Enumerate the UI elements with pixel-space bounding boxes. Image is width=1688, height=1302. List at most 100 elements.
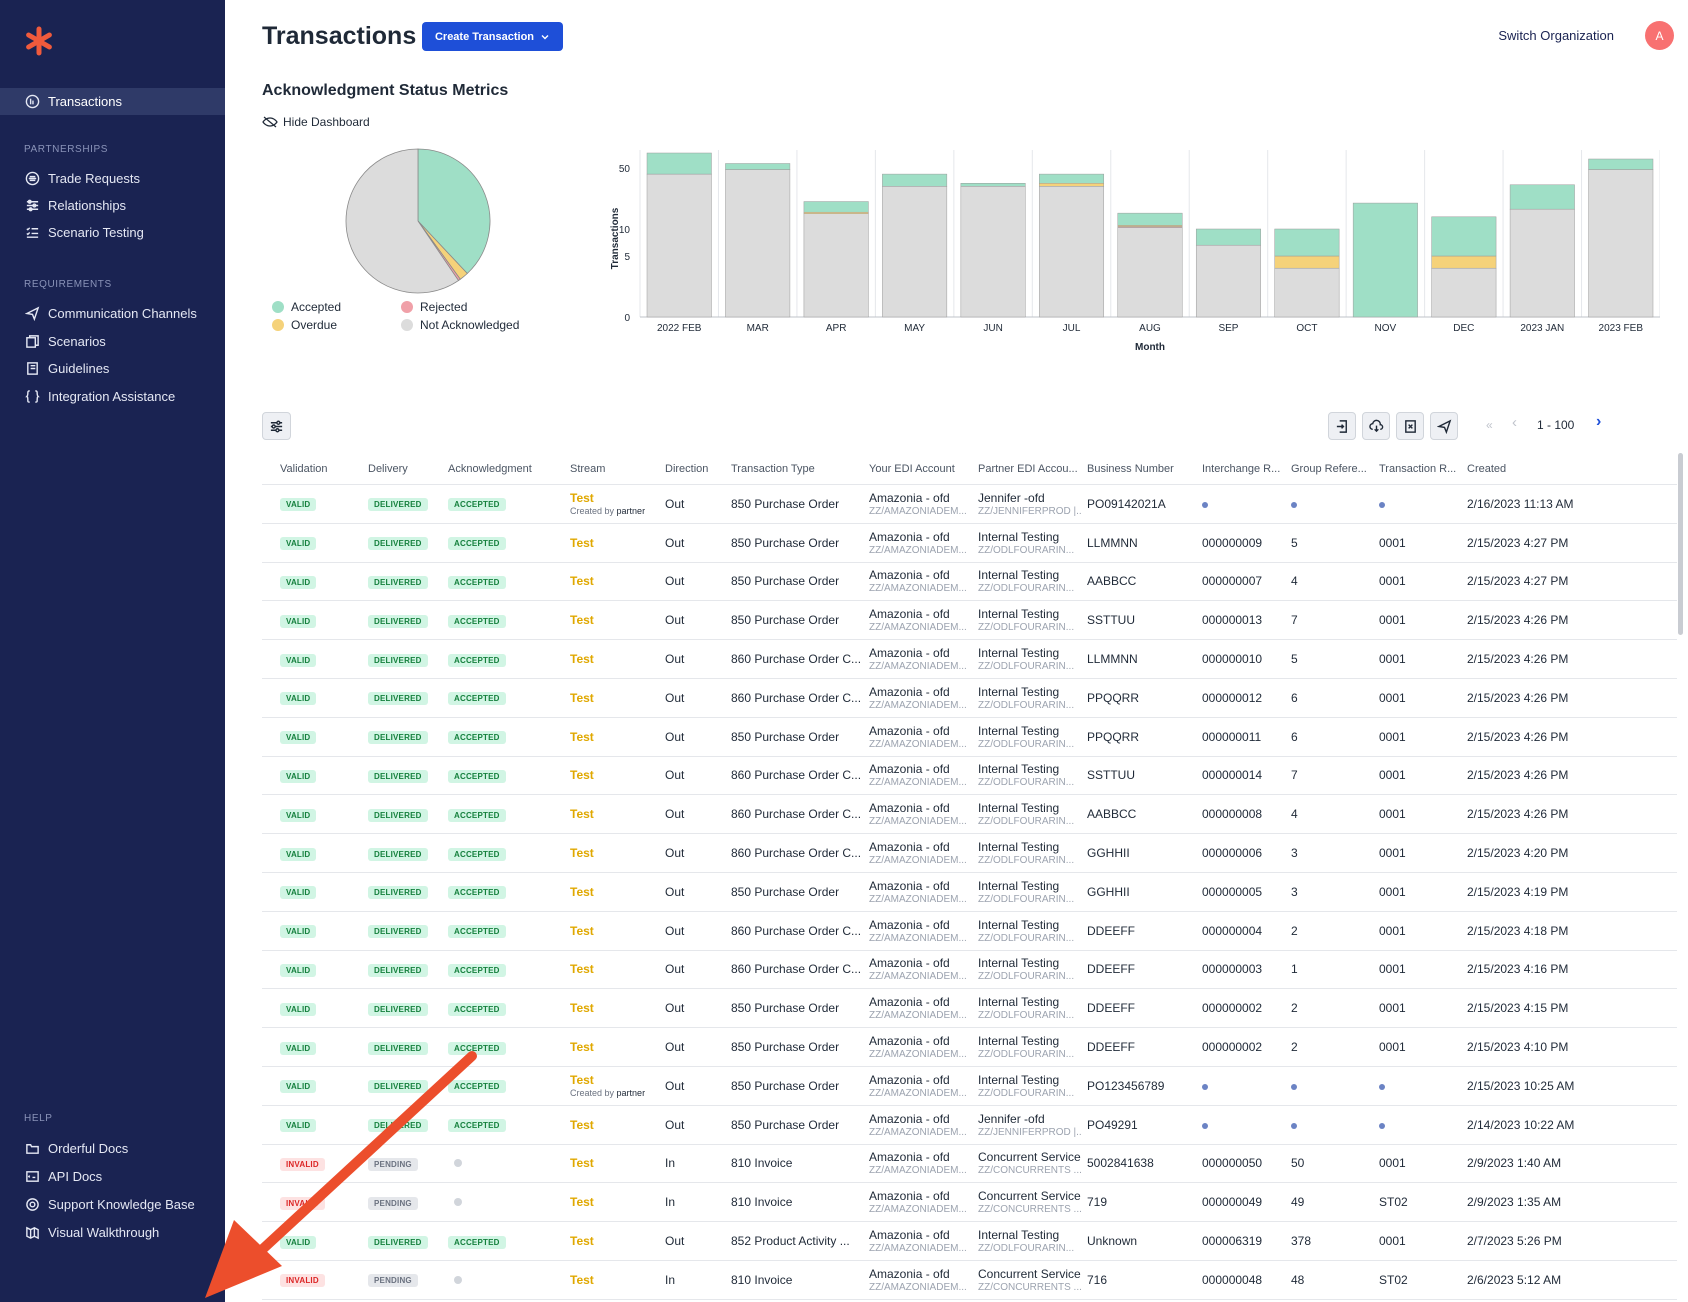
table-row[interactable]: VALID DELIVERED ACCEPTED Test Out 850 Purchas… — [262, 601, 1677, 641]
bar-segment-accepted[interactable] — [646, 152, 712, 175]
column-header[interactable]: Stream — [570, 463, 606, 475]
table-row[interactable]: VALID DELIVERED ACCEPTED Test Out 860 Purchas… — [262, 795, 1677, 835]
stream-label[interactable]: Test — [570, 1156, 594, 1171]
bar-segment-not-acknowledged[interactable] — [1588, 169, 1654, 318]
stream-label[interactable]: Test — [570, 729, 594, 744]
column-header[interactable]: Acknowledgment — [448, 463, 532, 475]
table-row[interactable]: VALID DELIVERED ACCEPTED Test Out 860 Purchas… — [262, 912, 1677, 951]
column-header[interactable]: Transaction Type — [731, 463, 815, 475]
orderful-logo-icon[interactable] — [24, 26, 54, 56]
stream-label[interactable]: Test — [570, 574, 594, 589]
column-header[interactable]: Validation — [280, 463, 328, 475]
table-row[interactable]: VALID DELIVERED ACCEPTED Test Out 860 Purchas… — [262, 640, 1677, 679]
table-row[interactable]: VALID DELIVERED ACCEPTED Test Out 850 Purchas… — [262, 563, 1677, 602]
table-row[interactable]: INVALID PENDING Test In 810 Invoice Amazonia … — [262, 1261, 1677, 1300]
stream-label[interactable]: Test — [570, 807, 594, 822]
bar-segment-overdue[interactable] — [1039, 183, 1105, 187]
table-row[interactable]: VALID DELIVERED ACCEPTED Test Out 860 Purchas… — [262, 679, 1677, 718]
bar-segment-overdue[interactable] — [1274, 255, 1340, 269]
import-button[interactable] — [1328, 412, 1356, 440]
bar-segment-not-acknowledged[interactable] — [1431, 267, 1497, 318]
bar-segment-not-acknowledged[interactable] — [1274, 267, 1340, 318]
stream-label[interactable]: Test — [570, 690, 594, 705]
bar-segment-not-acknowledged[interactable] — [1195, 244, 1261, 318]
bar-segment-accepted[interactable] — [1431, 216, 1497, 257]
bar-segment-not-acknowledged[interactable] — [1117, 227, 1183, 318]
table-row[interactable]: VALID DELIVERED ACCEPTED Test Out 860 Purchas… — [262, 951, 1677, 990]
stream-label[interactable]: Test — [570, 613, 594, 628]
stream-label[interactable]: Test — [570, 1040, 594, 1055]
table-row[interactable]: VALID DELIVERED ACCEPTED Test Out 850 Purchas… — [262, 1028, 1677, 1067]
legend-overdue[interactable]: Overdue — [272, 318, 337, 332]
pager-next-button[interactable]: › — [1596, 413, 1602, 430]
stream-label[interactable]: Test — [570, 884, 594, 899]
download-button[interactable] — [1362, 412, 1390, 440]
pager-prev-button[interactable]: ‹ — [1512, 414, 1517, 431]
stream-label[interactable]: Test — [570, 923, 594, 938]
table-scrollbar[interactable] — [1678, 453, 1683, 635]
bar-segment-not-acknowledged[interactable] — [882, 186, 948, 318]
table-row[interactable]: INVALID PENDING Test In 810 Invoice Amazonia … — [262, 1183, 1677, 1223]
switch-organization-link[interactable]: Switch Organization — [1498, 28, 1614, 43]
bar-segment-not-acknowledged[interactable] — [960, 186, 1026, 318]
bar-segment-not-acknowledged[interactable] — [803, 213, 869, 318]
filter-settings-button[interactable] — [262, 412, 291, 440]
pie-slice-not-acknowledged[interactable] — [345, 148, 460, 294]
table-row[interactable]: VALID DELIVERED ACCEPTED Test Out 850 Purchas… — [262, 873, 1677, 912]
sidebar-item-relationships[interactable]: Relationships — [24, 195, 126, 215]
hide-dashboard-toggle[interactable]: Hide Dashboard — [262, 115, 370, 129]
stream-label[interactable]: Test — [570, 962, 594, 977]
legend-accepted[interactable]: Accepted — [272, 300, 341, 314]
bar-segment-accepted[interactable] — [960, 183, 1026, 187]
column-header[interactable]: Your EDI Account — [869, 463, 955, 475]
bar-segment-accepted[interactable] — [1039, 173, 1105, 184]
sidebar-item-scenarios[interactable]: Scenarios — [24, 331, 106, 351]
stream-label[interactable]: Test — [570, 846, 594, 861]
column-header[interactable]: Created — [1467, 463, 1507, 475]
column-header[interactable]: Direction — [665, 463, 709, 475]
column-header[interactable]: Business Number — [1087, 463, 1174, 475]
stream-label[interactable]: Test — [570, 768, 594, 783]
create-transaction-button[interactable]: Create Transaction — [422, 22, 563, 51]
column-header[interactable]: Group Refere... — [1291, 463, 1367, 475]
legend-rejected[interactable]: Rejected — [401, 300, 467, 314]
bar-segment-not-acknowledged[interactable] — [1509, 208, 1575, 318]
sidebar-item-integration-assistance[interactable]: Integration Assistance — [24, 386, 175, 406]
avatar[interactable]: A — [1645, 21, 1674, 50]
sidebar-item-transactions[interactable]: Transactions — [0, 88, 225, 115]
stream-label[interactable]: Test — [570, 1073, 594, 1088]
table-row[interactable]: VALID DELIVERED ACCEPTED Test Out 852 Product… — [262, 1222, 1677, 1261]
table-row[interactable]: VALID DELIVERED ACCEPTED Test Out 860 Purchas… — [262, 834, 1677, 873]
column-header[interactable]: Delivery — [368, 463, 408, 475]
send-button[interactable] — [1430, 412, 1458, 440]
stream-label[interactable]: Test — [570, 1234, 594, 1249]
sidebar-item-support-knowledge-base[interactable]: Support Knowledge Base — [24, 1194, 195, 1214]
sidebar-item-communication-channels[interactable]: Communication Channels — [24, 303, 197, 323]
table-row[interactable]: VALID DELIVERED ACCEPTED Test Out 850 Purchas… — [262, 718, 1677, 757]
pager-first-button[interactable]: « — [1486, 418, 1493, 432]
stream-label[interactable]: Test — [570, 1272, 594, 1287]
bar-segment-accepted[interactable] — [1195, 228, 1261, 246]
bar-segment-not-acknowledged[interactable] — [1039, 186, 1105, 318]
bar-segment-accepted[interactable] — [1509, 184, 1575, 210]
table-row[interactable]: VALID DELIVERED ACCEPTED Test Created by par… — [262, 485, 1677, 524]
sidebar-item-api-docs[interactable]: API Docs — [24, 1166, 102, 1186]
bar-segment-accepted[interactable] — [725, 163, 791, 170]
table-row[interactable]: VALID DELIVERED ACCEPTED Test Out 860 Purchas… — [262, 757, 1677, 796]
bar-segment-accepted[interactable] — [882, 173, 948, 187]
bar-segment-accepted[interactable] — [1274, 228, 1340, 257]
bar-segment-not-acknowledged[interactable] — [725, 169, 791, 318]
table-row[interactable]: VALID DELIVERED ACCEPTED Test Out 850 Purchas… — [262, 989, 1677, 1029]
stream-label[interactable]: Test — [570, 491, 594, 506]
bar-segment-not-acknowledged[interactable] — [646, 173, 712, 318]
sidebar-item-trade-requests[interactable]: Trade Requests — [24, 168, 140, 188]
table-row[interactable]: INVALID PENDING Test In 810 Invoice Amazonia … — [262, 1145, 1677, 1184]
stream-label[interactable]: Test — [570, 535, 594, 550]
column-header[interactable]: Transaction R... — [1379, 463, 1457, 475]
stream-label[interactable]: Test — [570, 652, 594, 667]
stream-label[interactable]: Test — [570, 1117, 594, 1132]
column-header[interactable]: Partner EDI Accou... — [978, 463, 1078, 475]
bar-segment-overdue[interactable] — [1431, 255, 1497, 269]
bar-segment-accepted[interactable] — [1352, 202, 1418, 318]
stream-label[interactable]: Test — [570, 1195, 594, 1210]
